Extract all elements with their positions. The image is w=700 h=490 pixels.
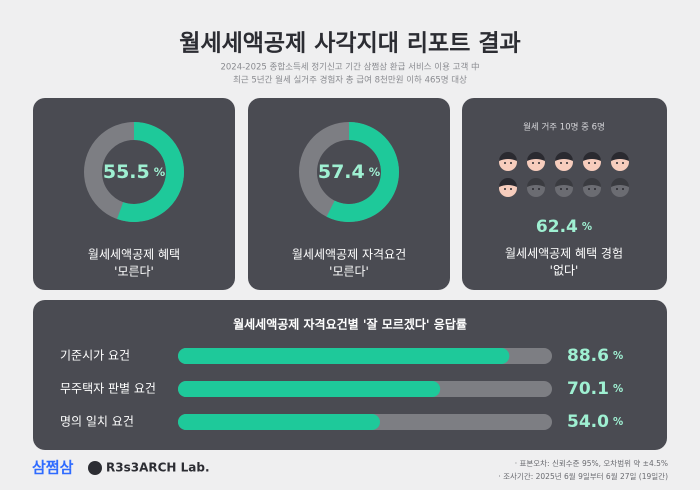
person-icon (555, 152, 573, 171)
eye (622, 188, 624, 190)
hair (555, 178, 573, 187)
logo: R3s3ARCH Lab. (106, 461, 210, 475)
hair (499, 178, 517, 187)
value-number: 57.4 (318, 161, 365, 183)
chart-title: 월세세액공제 자격요건별 '잘 모르겠다' 응답률 (233, 317, 467, 332)
person-icon (555, 178, 573, 197)
value-unit: % (369, 165, 381, 179)
person-icon (527, 178, 545, 197)
category-label: 무주택자 판별 요건 (60, 382, 156, 396)
hair (611, 152, 629, 161)
eye (532, 188, 534, 190)
eye (504, 162, 506, 164)
category-label: 기준시가 요건 (60, 349, 130, 363)
eye (594, 162, 596, 164)
card-label: '없다' (550, 264, 579, 278)
eye (560, 188, 562, 190)
eye (560, 162, 562, 164)
eye (566, 162, 568, 164)
person-icon (499, 178, 517, 197)
footnote: · 조사기간: 2025년 6월 9일부터 6월 27일 (19일간) (498, 471, 668, 481)
card (33, 300, 667, 450)
footnote: · 표본오차: 신뢰수준 95%, 오차범위 약 ±4.5% (515, 458, 668, 468)
eye (510, 188, 512, 190)
value-unit: % (613, 351, 623, 362)
subtitle: 최근 5년간 월세 실거주 경험자 총 급여 8천만원 이하 465명 대상 (233, 75, 467, 86)
card-label: '모른다' (114, 265, 154, 279)
donut-arc (326, 122, 399, 222)
card-label: 월세세액공제 자격요건 (292, 248, 406, 262)
hair (583, 152, 601, 161)
value-label: 62.4% (536, 217, 592, 237)
value-label: 55.5% (103, 161, 166, 183)
bar (178, 414, 380, 430)
eye (622, 162, 624, 164)
eye (594, 188, 596, 190)
category-label: 명의 일치 요건 (60, 415, 134, 429)
logo-icon (88, 461, 102, 475)
value-number: 70.1 (567, 379, 609, 399)
hair (499, 152, 517, 161)
person-icon (583, 152, 601, 171)
eye (616, 188, 618, 190)
hair (555, 152, 573, 161)
value-unit: % (613, 417, 623, 428)
eye (538, 162, 540, 164)
donut-arc (117, 122, 184, 222)
value-label: 57.4% (318, 161, 381, 183)
value-number: 88.6 (567, 346, 609, 366)
person-icon (611, 178, 629, 197)
person-icon (583, 178, 601, 197)
card-label: 월세세액공제 혜택 경험 (505, 247, 623, 261)
hair (527, 178, 545, 187)
page-title: 월세세액공제 사각지대 리포트 결과 (179, 31, 520, 57)
value-unit: % (613, 384, 623, 395)
value-unit: % (154, 165, 166, 179)
eye (538, 188, 540, 190)
eye (532, 162, 534, 164)
bar (178, 381, 441, 397)
card (33, 98, 235, 290)
value-unit: % (582, 222, 592, 233)
value-label: 70.1% (567, 379, 623, 399)
value-label: 88.6% (567, 346, 623, 366)
value-number: 62.4 (536, 217, 578, 237)
caption: 월세 거주 10명 중 6명 (523, 122, 605, 133)
person-icon (527, 152, 545, 171)
person-icon (611, 152, 629, 171)
hair (527, 152, 545, 161)
eye (504, 188, 506, 190)
value-number: 54.0 (567, 412, 609, 432)
card-label: '모른다' (329, 265, 369, 279)
value-number: 55.5 (103, 161, 150, 183)
bar (178, 348, 510, 364)
logo: 삼쩜삼 (32, 459, 74, 477)
value-label: 54.0% (567, 412, 623, 432)
eye (510, 162, 512, 164)
card-label: 월세세액공제 혜택 (88, 248, 180, 262)
eye (616, 162, 618, 164)
hair (611, 178, 629, 187)
subtitle: 2024-2025 종합소득세 정기신고 기간 삼쩜삼 환급 서비스 이용 고객… (220, 62, 479, 73)
eye (566, 188, 568, 190)
person-icon (499, 152, 517, 171)
eye (588, 188, 590, 190)
card (248, 98, 450, 290)
hair (583, 178, 601, 187)
eye (588, 162, 590, 164)
